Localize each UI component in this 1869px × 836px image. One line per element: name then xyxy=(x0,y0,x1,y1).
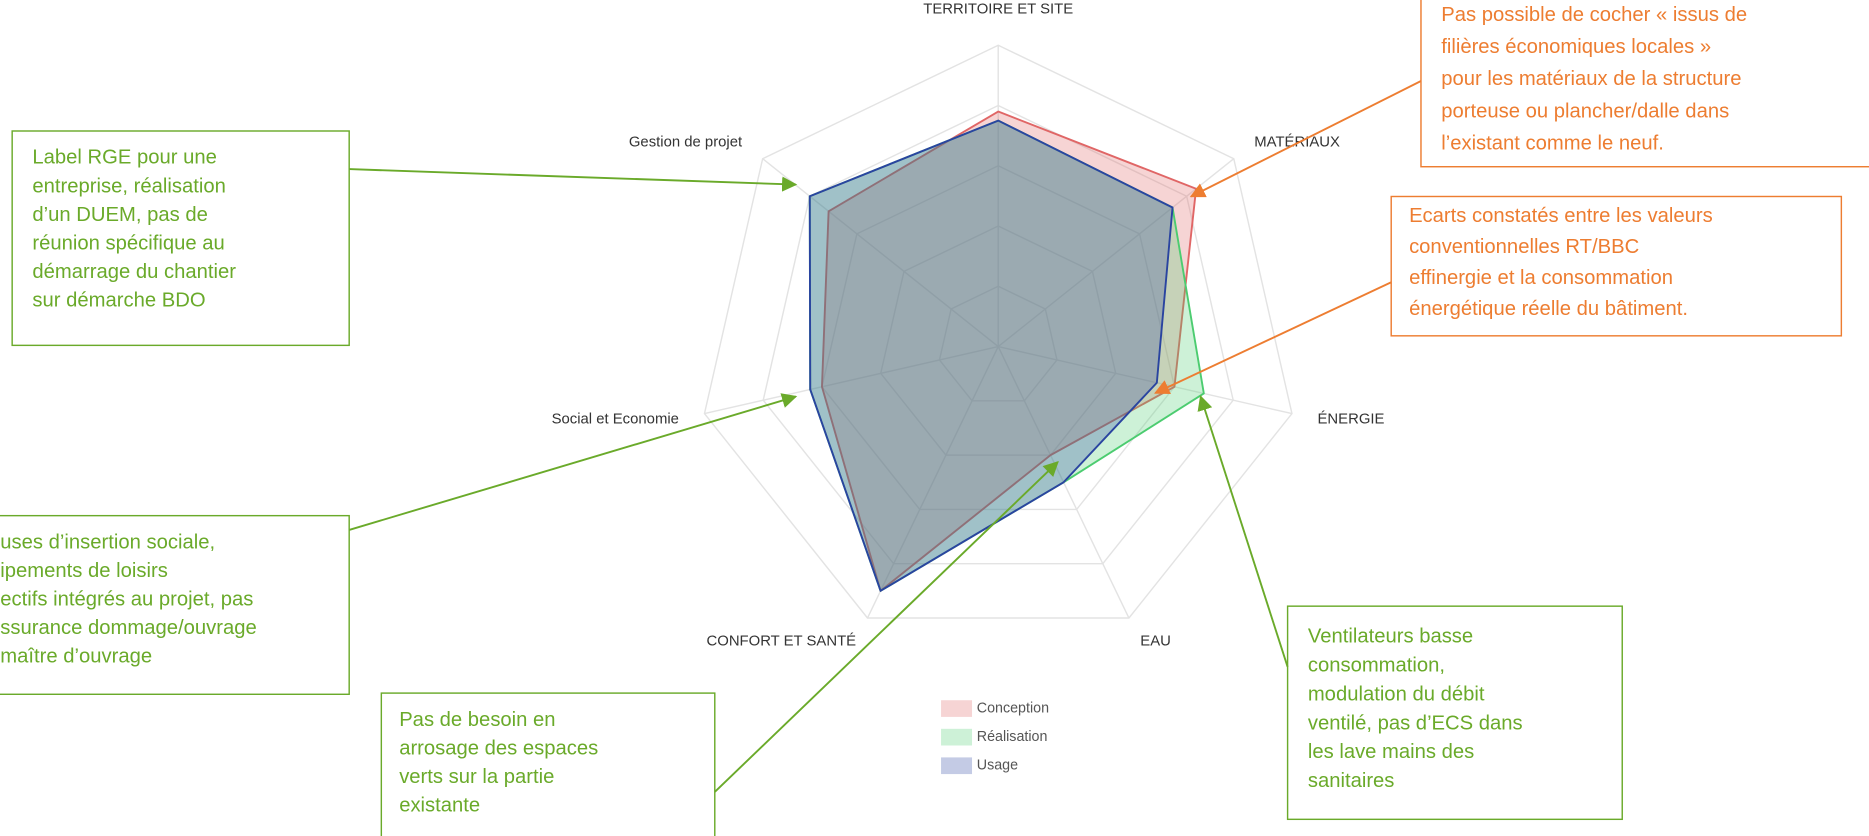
axis-label: TERRITOIRE ET SITE xyxy=(923,1,1073,17)
annotation-text: d’un DUEM, pas de xyxy=(32,204,207,226)
grid-ring xyxy=(879,225,1117,456)
annotation-arrow xyxy=(1154,281,1392,395)
annotation-text: sanitaires xyxy=(1308,770,1395,792)
annotation-text: énergétique réelle du bâtiment. xyxy=(1409,298,1688,320)
annotation-text: pour les matériaux de la structure xyxy=(1441,68,1741,90)
annotation-text: ventilé, pas d’ECS dans xyxy=(1308,712,1523,734)
annotation-arrow xyxy=(348,393,798,531)
axis-label: EAU xyxy=(1140,634,1171,650)
annotation-box xyxy=(1420,0,1869,168)
axis-label: ÉNERGIE xyxy=(1317,410,1384,427)
annotation-text: modulation du débit xyxy=(1308,683,1485,705)
annotation-arrow xyxy=(1197,395,1289,668)
legend-label: Conception xyxy=(977,700,1049,716)
annotation-text: Pas possible de cocher « issus de xyxy=(1441,4,1747,26)
annotation-box xyxy=(380,692,716,836)
annotation-arrow xyxy=(1189,80,1422,198)
legend-label: Réalisation xyxy=(977,729,1048,745)
spoke xyxy=(998,345,1293,415)
annotation-text: Pas de besoin en xyxy=(399,709,555,731)
spoke xyxy=(866,346,999,619)
annotation-text: uses d’insertion sociale, xyxy=(0,531,215,553)
annotation-text: ssurance dommage/ouvrage xyxy=(0,617,256,639)
annotation-text: consommation, xyxy=(1308,654,1445,676)
annotation-text: entreprise, réalisation xyxy=(32,175,225,197)
annotation-text: Ventilateurs basse xyxy=(1308,625,1473,647)
annotation-text: l’existant comme le neuf. xyxy=(1441,132,1664,154)
axis-label: CONFORT ET SANTÉ xyxy=(707,633,857,650)
annotation-text: arrosage des espaces xyxy=(399,737,598,759)
annotation-text: ipements de loisirs xyxy=(0,560,168,582)
spoke xyxy=(704,345,999,415)
annotation-text: Ecarts constatés entre les valeurs xyxy=(1409,205,1713,227)
annotation-text: existante xyxy=(399,795,480,817)
annotation-box xyxy=(11,130,350,347)
series-area xyxy=(808,119,1174,592)
axis-label: Gestion de projet xyxy=(629,134,743,150)
annotation-text: les lave mains des xyxy=(1308,741,1474,763)
annotation-arrow xyxy=(349,168,798,192)
annotation-text: effinergie et la consommation xyxy=(1409,267,1673,289)
grid-ring xyxy=(938,285,1058,402)
legend-swatch xyxy=(941,728,973,746)
axis-label: Social et Economie xyxy=(552,411,679,427)
grid-ring xyxy=(703,44,1293,619)
annotation-text: sur démarche BDO xyxy=(32,290,205,312)
annotation-box xyxy=(1390,195,1843,337)
annotation-text: filières économiques locales » xyxy=(1441,36,1711,58)
annotation-text: conventionnelles RT/BBC xyxy=(1409,236,1639,258)
annotation-arrow xyxy=(714,461,1059,793)
annotation-text: réunion spécifique au xyxy=(32,232,224,254)
annotation-text: démarrage du chantier xyxy=(32,261,236,283)
annotation-text: Label RGE pour une xyxy=(32,147,216,169)
annotation-text: verts sur la partie xyxy=(399,766,554,788)
legend-swatch xyxy=(941,757,973,775)
axis-label: MATÉRIAUX xyxy=(1254,133,1340,150)
annotation-text: maître d’ouvrage xyxy=(0,646,152,668)
legend-label: Usage xyxy=(977,758,1018,774)
annotation-box xyxy=(1286,605,1623,821)
annotation-box xyxy=(0,514,350,695)
grid-ring xyxy=(762,104,1234,565)
grid-ring xyxy=(821,164,1176,511)
series-area xyxy=(821,110,1198,592)
spoke xyxy=(762,158,999,348)
annotation-text: porteuse ou plancher/dalle dans xyxy=(1441,100,1729,122)
annotation-text: ectifs intégrés au projet, pas xyxy=(0,589,253,611)
legend-swatch xyxy=(941,700,973,717)
